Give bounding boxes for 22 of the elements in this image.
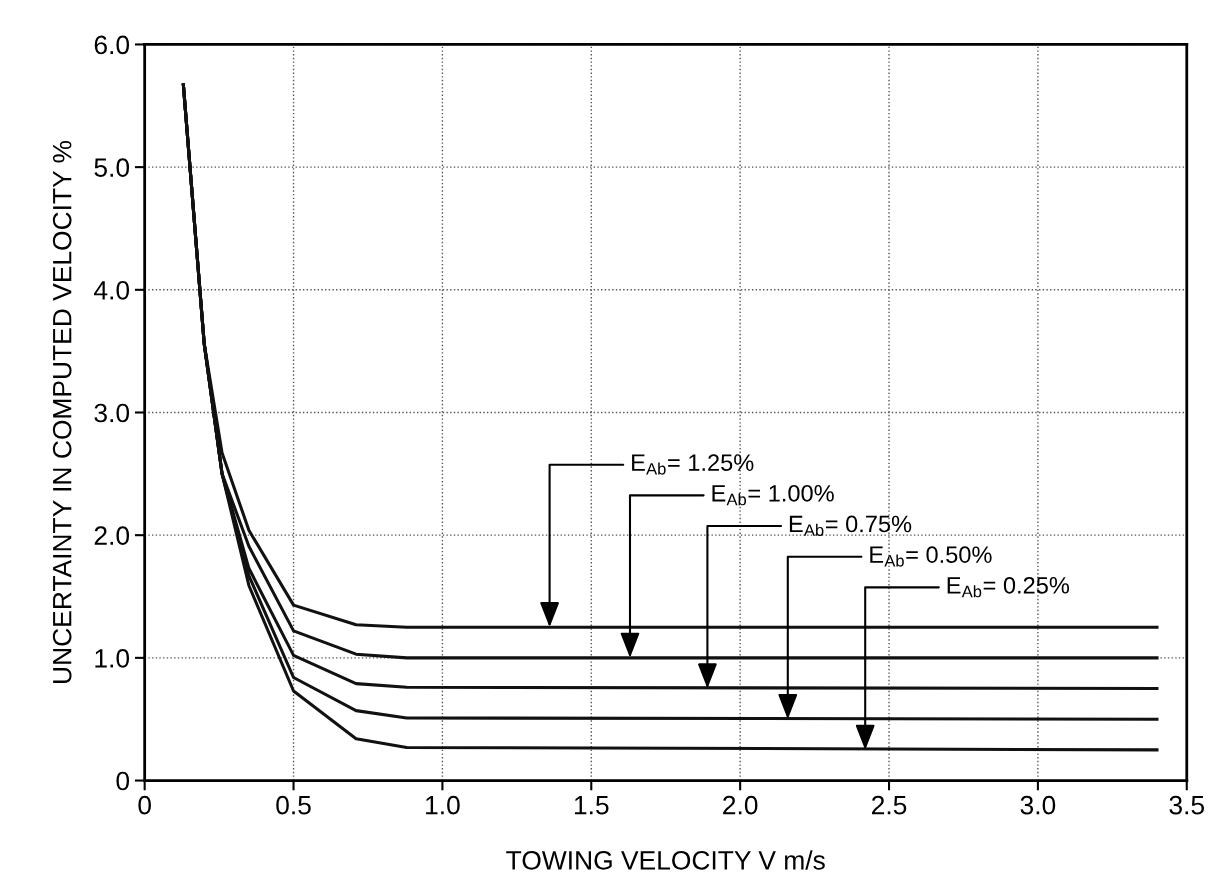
- y-tick-label: 3.0: [94, 403, 130, 423]
- x-tick-label: 1.5: [574, 796, 609, 815]
- x-axis-title: TOWING VELOCITY V m/s: [506, 850, 825, 870]
- y-tick-label: 4.0: [94, 280, 130, 300]
- x-tick-label: 0: [138, 795, 151, 815]
- y-tick-label: 2.0: [94, 526, 130, 545]
- x-tick-label: 2.0: [723, 795, 758, 815]
- x-tick-label: 3.0: [1020, 795, 1056, 815]
- x-tick-label: 0.5: [276, 795, 311, 815]
- y-tick-label: 0: [116, 771, 130, 791]
- y-tick-label: 5.0: [94, 158, 130, 177]
- x-tick-label: 3.5: [1169, 795, 1205, 815]
- x-tick-label: 2.5: [872, 795, 907, 815]
- annotation: E$_{Ab}$= 1.00%: [712, 484, 834, 506]
- annotation: E$_{Ab}$= 0.25%: [947, 576, 1070, 598]
- x-tick-label: 1.0: [426, 795, 460, 815]
- y-axis-title: UNCERTAINTY IN COMPUTED VELOCITY %: [52, 140, 72, 683]
- y-tick-label: 6.0: [94, 35, 130, 55]
- annotation: E$_{Ab}$= 0.75%: [789, 515, 912, 536]
- annotation: E$_{Ab}$= 0.50%: [870, 546, 992, 567]
- annotation: E$_{Ab}$= 1.25%: [632, 454, 754, 475]
- y-tick-label: 1.0: [95, 648, 130, 668]
